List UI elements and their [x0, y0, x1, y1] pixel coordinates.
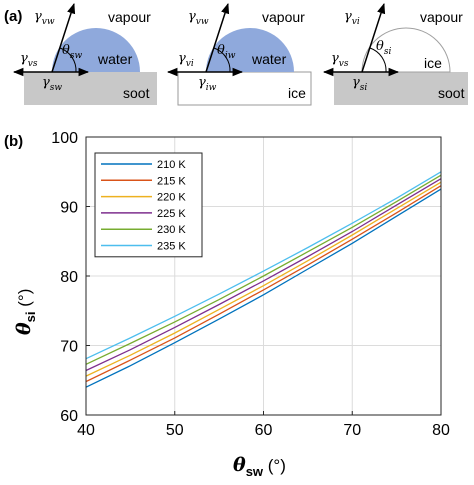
legend-label: 235 K — [157, 241, 186, 253]
x-tick-label: 70 — [343, 422, 361, 439]
drop-label: ice — [424, 55, 442, 71]
gamma-iw-label: γiw — [198, 75, 217, 93]
legend-box — [94, 152, 203, 258]
substrate-label: ice — [288, 85, 306, 101]
contact-angle-arc — [59, 47, 77, 73]
theta-sw-label: θsw — [62, 43, 82, 61]
drop-label: water — [251, 51, 287, 67]
vapour-label: vapour — [108, 9, 151, 25]
legend-label: 215 K — [157, 175, 186, 187]
gamma-vw-label: γvw — [34, 9, 55, 27]
gamma-si-label: γsi — [352, 75, 367, 93]
vapour-label: vapour — [420, 9, 463, 25]
legend-label: 210 K — [157, 159, 186, 171]
gamma-vi-label: γvi — [344, 9, 360, 27]
y-tick-label: 60 — [60, 408, 78, 425]
gamma-vw-arrow — [205, 3, 230, 73]
y-tick-label: 100 — [51, 130, 78, 147]
y-axis-label: θsi (°) — [13, 289, 38, 335]
x-tick-label: 50 — [166, 422, 184, 439]
gamma-vs-label: γvs — [20, 51, 38, 69]
substrate-label: soot — [123, 85, 150, 101]
series-line-210-K — [85, 188, 442, 388]
soot-substrate — [334, 72, 468, 105]
panel-a: (a) γvw γvs γsw θsw vapour water soot γv… — [4, 3, 468, 106]
x-tick-label: 60 — [255, 422, 273, 439]
substrate-label: soot — [438, 85, 465, 101]
diagram-ice-on-soot: γvi γvs γsi θsi vapour ice soot — [322, 3, 468, 105]
x-tick-label: 40 — [77, 422, 95, 439]
gamma-vs-label: γvs — [331, 51, 349, 69]
line-chart: 40 50 60 70 80 60 70 80 90 100 210 K 215 K 220 K 225 … — [51, 130, 450, 439]
y-tick-label: 90 — [60, 200, 78, 217]
x-tick-label: 80 — [432, 422, 450, 439]
contact-angle-arc — [213, 47, 231, 73]
legend-label: 230 K — [157, 224, 186, 236]
soot-substrate — [24, 72, 157, 105]
legend-label: 225 K — [157, 208, 186, 220]
series-line-220-K — [85, 181, 442, 377]
panel-b-tag: (b) — [4, 133, 23, 150]
panel-a-tag: (a) — [4, 8, 22, 25]
y-tick-label: 80 — [60, 269, 78, 286]
gamma-sw-label: γsw — [42, 75, 62, 93]
series-line-230-K — [85, 174, 442, 365]
vapour-label: vapour — [262, 9, 305, 25]
series-line-215-K — [85, 185, 442, 383]
theta-iw-label: θiw — [217, 43, 236, 61]
x-axis-label: θsw (°) — [233, 454, 286, 479]
panel-b: (b) 40 50 60 70 80 60 70 80 90 100 210 K 215 K 220 K… — [4, 130, 450, 479]
series-line-225-K — [85, 178, 442, 372]
contact-angle-arc — [369, 47, 387, 73]
diagram-water-on-ice: γvw γvi γiw θiw vapour water ice — [166, 3, 312, 106]
gamma-vw-arrow — [51, 3, 76, 73]
series-line-235-K — [85, 171, 442, 360]
gamma-vi-arrow — [361, 3, 386, 73]
y-tick-label: 70 — [60, 339, 78, 356]
diagram-water-on-soot: γvw γvs γsw θsw vapour water soot — [12, 3, 157, 105]
drop-label: water — [97, 51, 133, 67]
gamma-vi-label: γvi — [178, 51, 194, 69]
gamma-vw-label: γvw — [188, 9, 209, 27]
theta-si-label: θsi — [376, 39, 391, 57]
legend-label: 220 K — [157, 192, 186, 204]
